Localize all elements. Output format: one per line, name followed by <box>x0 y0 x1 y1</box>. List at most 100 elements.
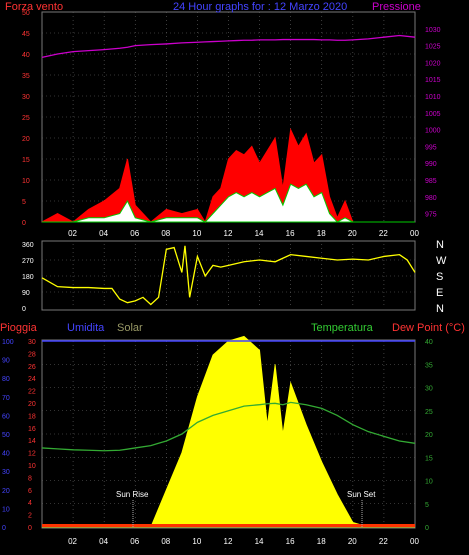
sunset-label: Sun Set <box>347 490 376 499</box>
x-tick-label: 08 <box>161 537 170 546</box>
x-tick-label: 14 <box>255 537 264 546</box>
pressure-axis-label: Pressione <box>372 1 421 13</box>
direction-tick-label: 0 <box>22 306 26 313</box>
dewpoint-axis-label: Dew Point (°C) <box>392 322 465 334</box>
rain-tick-label: 12 <box>28 451 36 458</box>
wind-tick-label: 0 <box>22 220 26 227</box>
temperature-tick-label: 40 <box>425 339 433 346</box>
direction-panel <box>41 240 416 311</box>
direction-tick-label: 270 <box>22 258 34 265</box>
direction-tick-label: 180 <box>22 274 34 281</box>
wind-tick-label: 25 <box>22 115 30 122</box>
temperature-axis-ticks: 0 5 10 15 20 25 30 35 40 <box>425 339 433 532</box>
rain-tick-label: 20 <box>28 401 36 408</box>
x-tick-label: 22 <box>379 229 388 238</box>
wind-tick-label: 30 <box>22 94 30 101</box>
x-tick-label: 04 <box>99 537 108 546</box>
temperature-tick-label: 20 <box>425 432 433 439</box>
x-tick-label: 18 <box>317 537 326 546</box>
x-tick-label: 06 <box>130 229 139 238</box>
x-tick-label: 20 <box>348 537 357 546</box>
wind-tick-label: 5 <box>22 199 26 206</box>
rain-tick-label: 22 <box>28 389 36 396</box>
direction-letter: E <box>436 287 443 299</box>
direction-tick-label: 360 <box>22 242 34 249</box>
rain-tick-label: 2 <box>28 513 32 520</box>
x-tick-label: 18 <box>317 229 326 238</box>
rain-tick-label: 24 <box>28 376 36 383</box>
pressure-tick-label: 980 <box>425 195 437 202</box>
rain-tick-label: 4 <box>28 500 32 507</box>
temperature-tick-label: 30 <box>425 386 433 393</box>
humidity-tick-label: 80 <box>2 376 10 383</box>
pressure-tick-label: 985 <box>425 178 437 185</box>
rain-tick-label: 18 <box>28 413 36 420</box>
direction-axis-ticks: 0 90 180 270 360 <box>22 242 34 313</box>
x-tick-label: 00 <box>410 537 419 546</box>
rain-tick-label: 30 <box>28 339 36 346</box>
x-axis-ticks-top: 02 04 06 08 10 12 14 16 18 20 22 00 <box>68 229 419 238</box>
temperature-series <box>41 401 416 452</box>
x-tick-label: 10 <box>192 229 201 238</box>
humidity-tick-label: 40 <box>2 451 10 458</box>
humidity-tick-label: 100 <box>2 339 14 346</box>
wind-axis-label: Forza vento <box>5 1 63 13</box>
x-tick-label: 02 <box>68 229 77 238</box>
humidity-tick-label: 60 <box>2 413 10 420</box>
rain-tick-label: 14 <box>28 438 36 445</box>
humidity-tick-label: 70 <box>2 395 10 402</box>
pressure-tick-label: 990 <box>425 161 437 168</box>
rain-series <box>42 524 415 527</box>
temperature-axis-label: Temperatura <box>311 322 374 334</box>
wind-axis-ticks: 0 5 10 15 20 25 30 35 40 45 50 <box>22 10 30 227</box>
x-tick-label: 14 <box>255 229 264 238</box>
rain-tick-label: 10 <box>28 463 36 470</box>
temperature-tick-label: 25 <box>425 409 433 416</box>
x-tick-label: 02 <box>68 537 77 546</box>
wind-tick-label: 10 <box>22 178 30 185</box>
humidity-tick-label: 90 <box>2 358 10 365</box>
pressure-series <box>41 34 416 58</box>
x-tick-label: 08 <box>161 229 170 238</box>
direction-tick-label: 90 <box>22 290 30 297</box>
wind-direction-series <box>41 245 416 306</box>
chart-title: 24 Hour graphs for : 12 Marzo 2020 <box>173 1 347 13</box>
direction-letter: N <box>436 239 444 251</box>
temperature-tick-label: 0 <box>425 525 429 532</box>
pressure-axis-ticks: 975 980 985 990 995 1000 1005 1010 1015 1020 1025 1… <box>425 27 441 219</box>
direction-letter: W <box>436 255 447 267</box>
wind-avg-series <box>42 183 415 223</box>
direction-letter: N <box>436 303 444 315</box>
temperature-tick-label: 15 <box>425 455 433 462</box>
x-tick-label: 22 <box>379 537 388 546</box>
pressure-tick-label: 995 <box>425 144 437 151</box>
x-tick-label: 16 <box>286 537 295 546</box>
wind-tick-label: 20 <box>22 136 30 143</box>
rain-tick-label: 6 <box>28 488 32 495</box>
wind-tick-label: 50 <box>22 10 30 17</box>
solar-axis-label: Solar <box>117 322 143 334</box>
direction-letter: S <box>436 271 443 283</box>
wind-tick-label: 35 <box>22 73 30 80</box>
temperature-tick-label: 5 <box>425 502 429 509</box>
rain-tick-label: 28 <box>28 351 36 358</box>
humidity-tick-label: 50 <box>2 432 10 439</box>
humidity-axis-label: Umidita <box>67 322 105 334</box>
temperature-tick-label: 35 <box>425 362 433 369</box>
pressure-tick-label: 1005 <box>425 111 441 118</box>
pressure-tick-label: 1015 <box>425 77 441 84</box>
x-tick-label: 06 <box>130 537 139 546</box>
rain-tick-label: 0 <box>28 525 32 532</box>
x-tick-label: 12 <box>224 229 233 238</box>
x-axis-ticks-bottom: 02 04 06 08 10 12 14 16 18 20 22 00 <box>68 537 419 546</box>
sunrise-label: Sun Rise <box>116 490 149 499</box>
x-tick-label: 16 <box>286 229 295 238</box>
humidity-axis-ticks: 0 10 20 30 40 50 60 70 80 90 100 <box>2 339 14 532</box>
rain-tick-label: 8 <box>28 475 32 482</box>
x-tick-label: 04 <box>99 229 108 238</box>
pressure-tick-label: 1025 <box>425 44 441 51</box>
pressure-tick-label: 1010 <box>425 94 441 101</box>
